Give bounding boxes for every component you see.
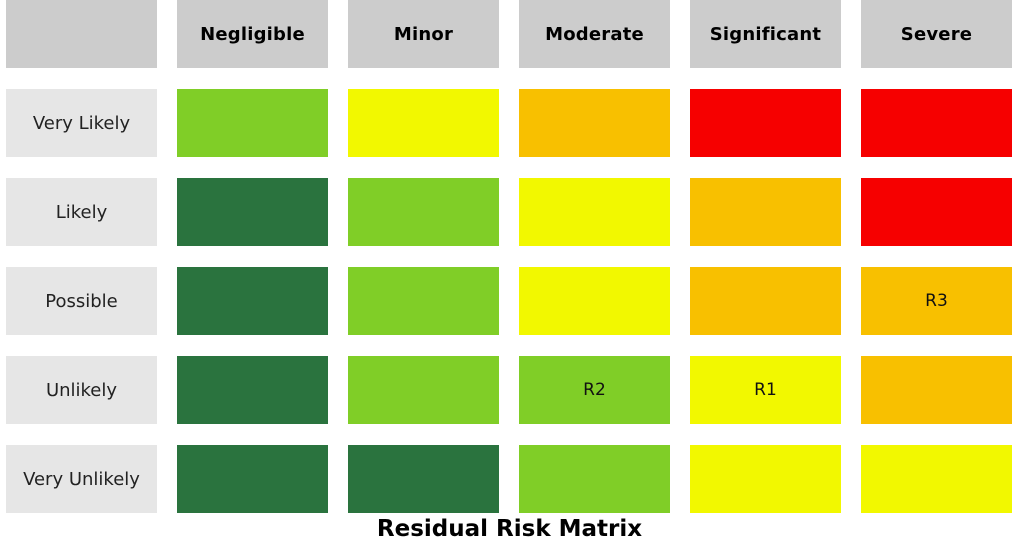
likelihood-header-likely: Likely [6,178,157,246]
cell-likely-negligible [177,178,328,246]
impact-header-severe: Severe [861,0,1012,68]
impact-header-significant: Significant [690,0,841,68]
cell-very-unlikely-moderate [519,445,670,513]
cell-very-likely-moderate [519,89,670,157]
impact-header-negligible: Negligible [177,0,328,68]
cell-possible-minor [348,267,499,335]
impact-header-moderate: Moderate [519,0,670,68]
likelihood-header-possible: Possible [6,267,157,335]
cell-very-unlikely-significant [690,445,841,513]
cell-unlikely-severe [861,356,1012,424]
impact-header-minor: Minor [348,0,499,68]
cell-unlikely-minor [348,356,499,424]
cell-very-likely-significant [690,89,841,157]
likelihood-header-unlikely: Unlikely [6,356,157,424]
cell-unlikely-significant: R1 [690,356,841,424]
cell-likely-moderate [519,178,670,246]
likelihood-header-very-unlikely: Very Unlikely [6,445,157,513]
cell-very-likely-negligible [177,89,328,157]
likelihood-header-very-likely: Very Likely [6,89,157,157]
risk-label: R1 [754,380,777,400]
cell-very-likely-severe [861,89,1012,157]
cell-likely-severe [861,178,1012,246]
risk-label: R3 [925,291,948,311]
cell-very-unlikely-negligible [177,445,328,513]
risk-label: R2 [583,380,606,400]
cell-unlikely-moderate: R2 [519,356,670,424]
cell-very-unlikely-severe [861,445,1012,513]
cell-very-likely-minor [348,89,499,157]
cell-possible-negligible [177,267,328,335]
matrix-corner [6,0,157,68]
cell-likely-significant [690,178,841,246]
matrix-title: Residual Risk Matrix [376,516,643,542]
cell-unlikely-negligible [177,356,328,424]
cell-likely-minor [348,178,499,246]
cell-possible-moderate [519,267,670,335]
cell-possible-significant [690,267,841,335]
cell-possible-severe: R3 [861,267,1012,335]
cell-very-unlikely-minor [348,445,499,513]
